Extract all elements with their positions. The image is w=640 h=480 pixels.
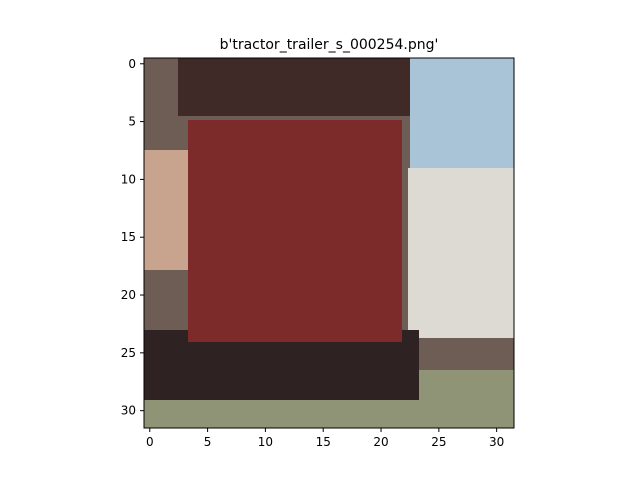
x-tick-label: 10 bbox=[258, 435, 273, 449]
x-tick-label: 30 bbox=[489, 435, 504, 449]
x-tick-label: 5 bbox=[204, 435, 212, 449]
y-tick-label: 25 bbox=[121, 346, 136, 360]
plot-frame bbox=[143, 57, 515, 429]
y-tick-label: 0 bbox=[128, 57, 136, 71]
x-tick-label: 25 bbox=[431, 435, 446, 449]
region-white-right-area bbox=[408, 168, 514, 338]
region-sky-top-right bbox=[410, 58, 514, 168]
x-tick-label: 0 bbox=[146, 435, 154, 449]
image-plot bbox=[143, 57, 515, 429]
y-tick-label: 5 bbox=[128, 115, 136, 129]
y-axis: 0 5 10 15 20 25 30 bbox=[121, 57, 144, 418]
region-pale-left-strip bbox=[144, 150, 189, 270]
x-tick-label: 15 bbox=[316, 435, 331, 449]
x-tick-label: 20 bbox=[373, 435, 388, 449]
y-tick-label: 20 bbox=[121, 288, 136, 302]
y-tick-label: 10 bbox=[121, 172, 136, 186]
x-axis: 0 5 10 15 20 25 30 bbox=[146, 428, 504, 449]
region-dark-top-band bbox=[178, 58, 413, 116]
y-tick-label: 30 bbox=[121, 404, 136, 418]
chart-title: b'tractor_trailer_s_000254.png' bbox=[220, 37, 439, 53]
region-red-trailer-panel bbox=[188, 120, 402, 342]
y-tick-label: 15 bbox=[121, 230, 136, 244]
